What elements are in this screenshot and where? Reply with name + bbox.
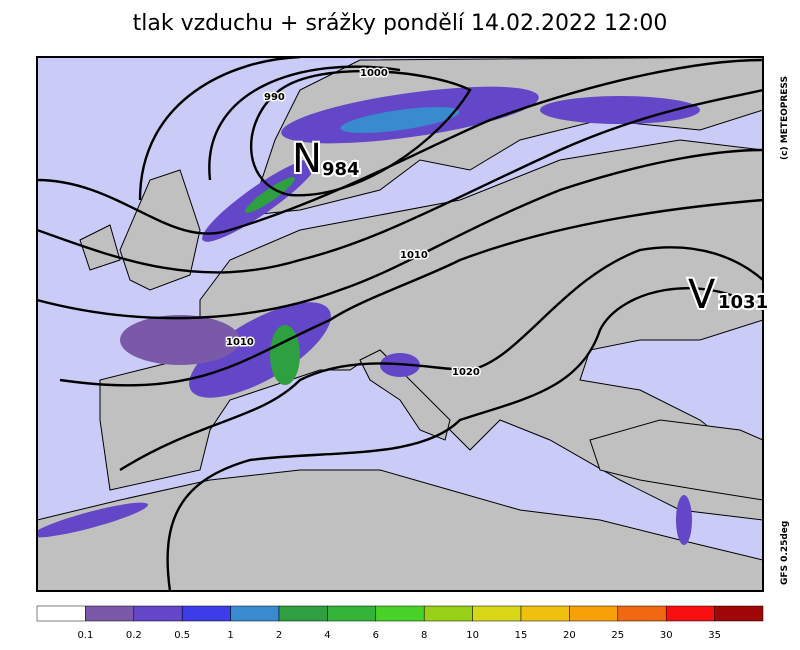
colorbar-label: 2 xyxy=(276,630,282,641)
colorbar-box xyxy=(714,605,764,622)
colorbar-box xyxy=(181,605,231,622)
precipitation xyxy=(37,86,700,545)
colorbar-box xyxy=(85,605,135,622)
colorbar-box xyxy=(36,605,86,622)
uk xyxy=(119,169,201,291)
colorbar-box xyxy=(520,605,570,622)
isobar-label: 1010 xyxy=(400,250,428,261)
colorbar-label: 20 xyxy=(563,630,576,641)
colorbar-box xyxy=(472,605,522,622)
ireland xyxy=(79,224,121,271)
colorbar-label: 10 xyxy=(466,630,479,641)
high-value: 1031 xyxy=(718,292,768,313)
isobar-label: 990 xyxy=(264,92,285,103)
colorbar-box xyxy=(617,605,667,622)
colorbar-label: 6 xyxy=(373,630,379,641)
colorbar-label: 0.1 xyxy=(77,630,93,641)
isobar-label: 1010 xyxy=(226,337,254,348)
colorbar-box xyxy=(230,605,280,622)
colorbar-label: 8 xyxy=(421,630,427,641)
africa xyxy=(37,469,763,591)
isobar-label: 1000 xyxy=(360,68,388,79)
map: 1000 990 1010 1010 1020 N 984 V 1031 xyxy=(36,56,770,592)
low-value: 984 xyxy=(322,159,360,180)
colorbar-box xyxy=(133,605,183,622)
colorbar-label: 15 xyxy=(515,630,528,641)
colorbar-label: 25 xyxy=(611,630,624,641)
colorbar-box xyxy=(375,605,425,622)
colorbar-box xyxy=(423,605,473,622)
low-center: N xyxy=(292,136,322,182)
anatolia xyxy=(589,419,763,501)
isobars xyxy=(37,57,763,591)
isobar-label: 1020 xyxy=(452,367,480,378)
model-label: GFS 0.25deg xyxy=(780,521,790,585)
colorbar-box xyxy=(327,605,377,622)
high-center: V xyxy=(688,272,716,318)
map-frame xyxy=(36,56,764,592)
colorbar-box xyxy=(569,605,619,622)
colorbar-box xyxy=(278,605,328,622)
continent xyxy=(99,139,763,521)
colorbar: 0.1 0.2 0.5 1 2 4 6 8 10 15 20 25 30 35 xyxy=(36,605,764,641)
title: tlak vzduchu + srážky pondělí 14.02.2022… xyxy=(133,11,668,36)
copyright: (c) METEOPRESS xyxy=(780,76,790,160)
colorbar-label: 0.2 xyxy=(126,630,142,641)
colorbar-label: 30 xyxy=(660,630,673,641)
colorbar-label: 35 xyxy=(708,630,721,641)
colorbar-label: 4 xyxy=(324,630,330,641)
colorbar-label: 1 xyxy=(227,630,233,641)
colorbar-box xyxy=(665,605,715,622)
colorbar-label: 0.5 xyxy=(174,630,190,641)
